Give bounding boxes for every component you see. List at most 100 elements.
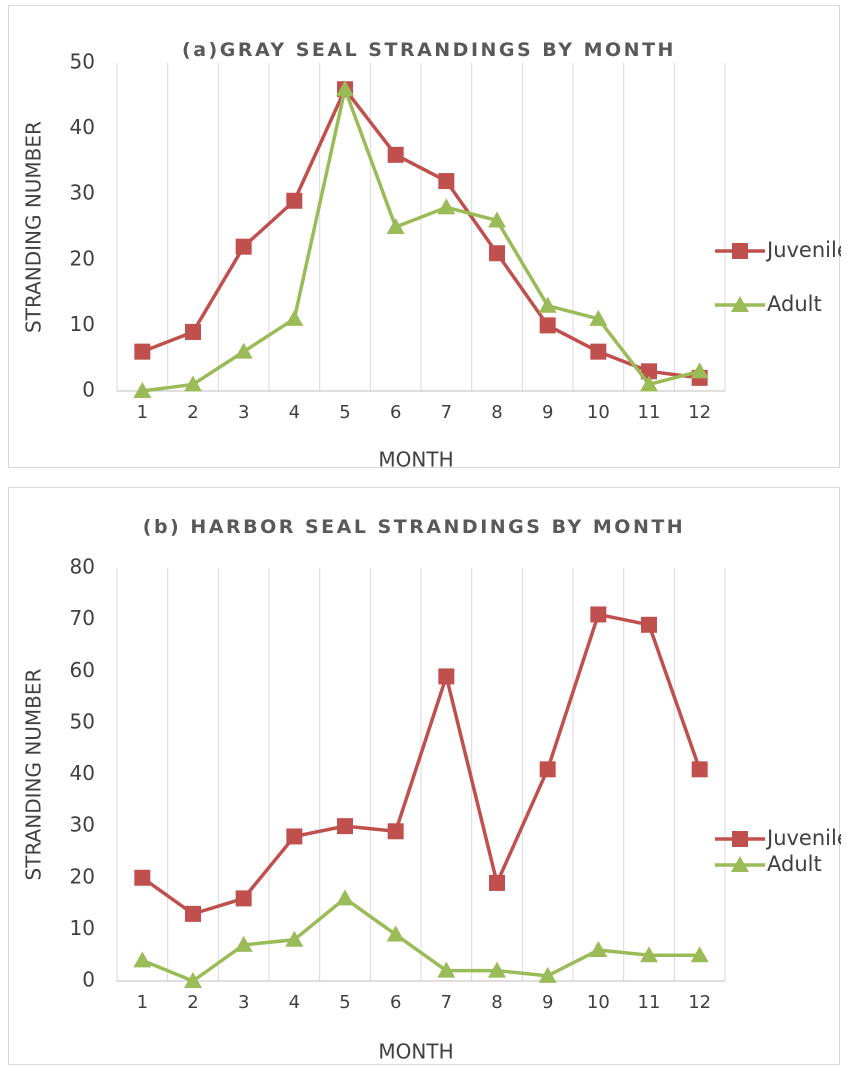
marker [235,890,252,907]
chart-panel: 0 10 20 30 40 50 1 2 3 4 5 6 7 8 9 10 11 12 MONTH STRANDING… [8,5,842,470]
legend-label: Juvenile [765,238,841,262]
marker [640,946,658,963]
marker [134,869,151,886]
x-tick-label: 11 [638,402,661,423]
x-tick-label: 12 [688,992,711,1013]
marker [133,382,152,398]
marker [731,856,749,872]
chart-title: (b) HARBOR SEAL STRANDINGS BY MONTH [142,516,686,538]
marker [641,616,657,633]
marker [489,874,505,891]
x-tick-label: 1 [137,402,148,423]
marker [538,296,557,313]
x-tick-label: 2 [187,402,198,423]
marker [589,941,608,958]
marker [234,935,253,952]
marker [336,80,354,97]
y-tick-label: 80 [70,555,95,579]
y-tick-label: 40 [70,761,95,785]
x-tick-label: 3 [238,402,249,423]
x-tick-label: 7 [441,992,452,1013]
marker [185,323,201,340]
y-tick-label: 60 [70,658,95,682]
marker [539,761,556,778]
marker [590,343,607,360]
x-tick-label: 4 [289,992,300,1013]
y-tick-label: 30 [70,181,95,205]
marker [641,363,657,380]
marker [732,243,748,259]
x-tick-label: 3 [238,992,249,1013]
marker [185,905,201,922]
x-tick-label: 7 [441,402,452,423]
x-tick-label: 12 [688,402,711,423]
y-tick-label: 30 [70,813,95,837]
marker [590,606,607,623]
x-tick-label: 1 [137,992,148,1013]
marker [285,309,304,326]
marker [286,192,303,209]
x-tick-label: 10 [587,992,610,1013]
marker [438,173,455,190]
marker [589,309,608,326]
x-tick-label: 6 [390,992,401,1013]
x-axis-title: MONTH [378,1040,453,1064]
x-tick-label: 5 [339,402,350,423]
marker [489,245,505,262]
y-tick-label: 0 [82,968,95,992]
marker [337,818,353,835]
series-line [141,612,702,916]
x-tick-label: 8 [491,992,502,1013]
marker [133,951,152,968]
series-line [141,87,700,380]
marker [286,828,303,845]
x-tick-label: 5 [339,992,350,1013]
marker [387,146,404,163]
marker [387,823,404,840]
marker [184,972,202,988]
y-axis-title: STRANDING NUMBER [22,668,46,880]
marker [690,362,709,379]
marker [488,961,506,978]
marker [640,375,658,392]
x-axis-title: MONTH [378,448,453,470]
legend-label: Juvenile [765,826,841,850]
marker [386,925,405,942]
marker [437,961,456,978]
y-tick-label: 20 [70,864,95,888]
marker [488,211,506,228]
y-tick-label: 0 [82,378,95,402]
chart-panel: 0 10 20 30 40 50 60 70 80 1 2 3 4 5 6 7 8 9 10 11 12 MONTH STR… [8,487,841,1065]
x-tick-label: 11 [638,992,661,1013]
x-tick-label: 9 [542,402,553,423]
x-tick-label: 4 [289,402,300,423]
marker [234,342,253,359]
marker [386,218,405,234]
marker [438,668,455,685]
marker [285,930,304,947]
marker [538,966,557,983]
marker [690,946,709,963]
legend-label: Adult [767,852,822,876]
marker [184,375,202,392]
marker [731,296,749,312]
y-tick-label: 10 [70,312,95,336]
y-tick-label: 20 [70,246,95,270]
legend-label: Adult [767,292,822,316]
marker [437,198,456,215]
marker [732,831,748,847]
x-tick-label: 2 [187,992,198,1013]
marker [235,238,252,255]
marker [539,317,556,334]
x-tick-label: 6 [390,402,401,423]
series-line [142,87,701,393]
marker [134,343,151,360]
y-tick-label: 70 [70,606,95,630]
x-tick-label: 8 [491,402,502,423]
marker [336,889,354,906]
marker [691,761,708,778]
y-axis-title: STRANDING NUMBER [22,121,46,333]
y-tick-label: 40 [70,115,95,139]
